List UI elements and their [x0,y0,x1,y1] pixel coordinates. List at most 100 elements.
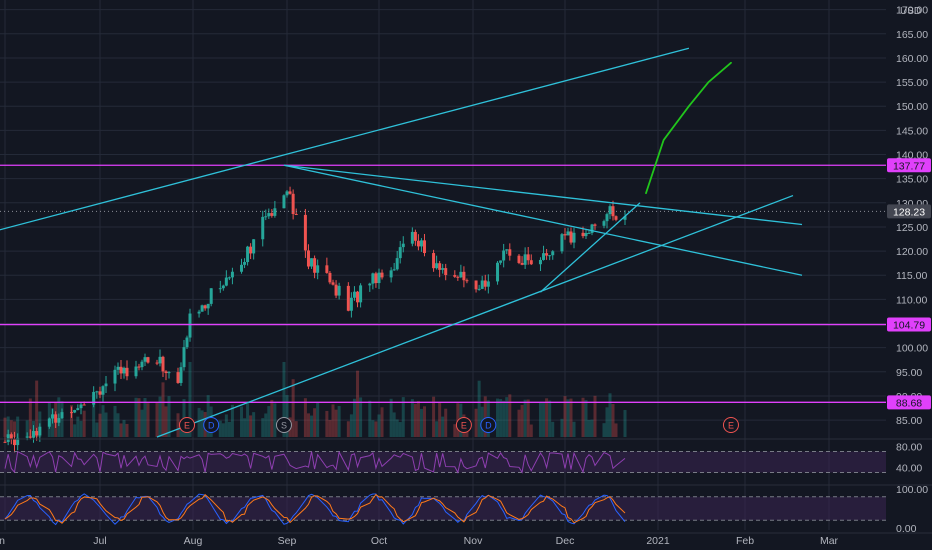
candle-body[interactable] [28,436,32,438]
candle-body[interactable] [206,303,210,309]
candle-body[interactable] [51,414,54,419]
candle-body[interactable] [526,254,530,261]
candle-body[interactable] [291,193,295,214]
candle-body[interactable] [285,191,289,196]
candle-body[interactable] [155,362,159,364]
candle-body[interactable] [310,258,314,267]
candle-body[interactable] [209,288,213,304]
candle-body[interactable] [560,234,564,252]
candle-body[interactable] [261,216,265,240]
candle-body[interactable] [346,285,350,311]
candle-body[interactable] [113,369,117,384]
candle-body[interactable] [499,260,503,263]
candle-body[interactable] [221,285,225,289]
candle-body[interactable] [13,439,16,446]
candle-body[interactable] [398,247,402,259]
candle-body[interactable] [459,271,463,278]
candle-body[interactable] [185,337,189,348]
candle-body[interactable] [227,277,231,279]
candle-body[interactable] [581,232,585,237]
candle-body[interactable] [306,250,310,267]
candle-body[interactable] [3,441,7,443]
candle-body[interactable] [92,391,96,405]
time-axis[interactable]: Jun Jul Aug Sep Oct Nov Dec 2021 Feb Mar [0,532,932,547]
candle-body[interactable] [161,356,165,372]
candle-body[interactable] [328,272,332,283]
candle-body[interactable] [356,291,360,303]
trendlines[interactable] [0,47,803,438]
candle-body[interactable] [57,418,61,423]
candle-body[interactable] [374,273,378,284]
candle-body[interactable] [143,357,147,362]
candle-body[interactable] [288,191,292,194]
candle-body[interactable] [486,281,490,287]
candle-body[interactable] [179,367,183,383]
candle-body[interactable] [569,231,573,243]
candle-body[interactable] [392,269,396,271]
candle-body[interactable] [453,275,457,277]
event-marker-earnings[interactable] [455,417,472,433]
candle-body[interactable] [122,367,126,374]
candle-body[interactable] [95,391,99,393]
candle-body[interactable] [146,357,150,363]
candle-body[interactable] [60,412,64,419]
trendline[interactable] [283,164,803,226]
candle-body[interactable] [38,426,42,436]
candle-body[interactable] [158,356,162,364]
candle-body[interactable] [416,240,420,247]
candle-body[interactable] [6,434,10,442]
candle-body[interactable] [602,221,606,226]
candle-body[interactable] [203,305,207,309]
candle-body[interactable] [82,404,86,406]
candle-body[interactable] [119,366,123,374]
candle-body[interactable] [623,216,627,220]
candle-body[interactable] [614,216,618,220]
event-marker-split[interactable] [275,417,292,433]
candle-body[interactable] [551,251,555,256]
candle-body[interactable] [608,206,612,215]
candle-body[interactable] [16,437,20,446]
candle-body[interactable] [517,255,521,263]
candle-body[interactable] [188,313,192,338]
candle-body[interactable] [240,264,244,272]
candle-body[interactable] [508,249,512,256]
candle-body[interactable] [359,285,363,303]
candle-body[interactable] [70,412,73,414]
candle-body[interactable] [542,253,546,260]
candle-body[interactable] [377,272,381,284]
candle-body[interactable] [134,366,138,377]
candle-body[interactable] [303,214,307,251]
candle-body[interactable] [587,232,591,234]
candle-body[interactable] [545,253,549,256]
candle-body[interactable] [496,262,500,282]
candle-body[interactable] [104,383,108,387]
candle-body[interactable] [389,270,393,278]
candle-body[interactable] [200,305,204,312]
candle-body[interactable] [413,231,417,241]
trendline[interactable] [540,202,641,293]
candle-body[interactable] [462,271,466,281]
candle-body[interactable] [410,231,414,244]
candle-body[interactable] [76,408,80,411]
candle-body[interactable] [480,280,484,289]
candlesticks[interactable] [3,186,627,453]
candle-body[interactable] [331,282,335,285]
candle-body[interactable] [368,283,372,286]
candle-body[interactable] [125,367,129,377]
candle-body[interactable] [432,253,436,269]
candle-body[interactable] [438,263,442,270]
candle-body[interactable] [435,263,439,269]
candle-body[interactable] [352,291,356,298]
candle-body[interactable] [182,347,186,368]
candle-body[interactable] [79,404,83,409]
rsi-pane[interactable] [0,438,932,474]
event-marker-dividend[interactable] [203,417,220,433]
candle-body[interactable] [137,366,141,368]
candle-body[interactable] [422,240,426,254]
candle-body[interactable] [563,234,567,236]
candle-body[interactable] [167,372,171,374]
candle-body[interactable] [176,372,180,383]
candle-body[interactable] [316,265,320,273]
candle-body[interactable] [419,240,423,247]
